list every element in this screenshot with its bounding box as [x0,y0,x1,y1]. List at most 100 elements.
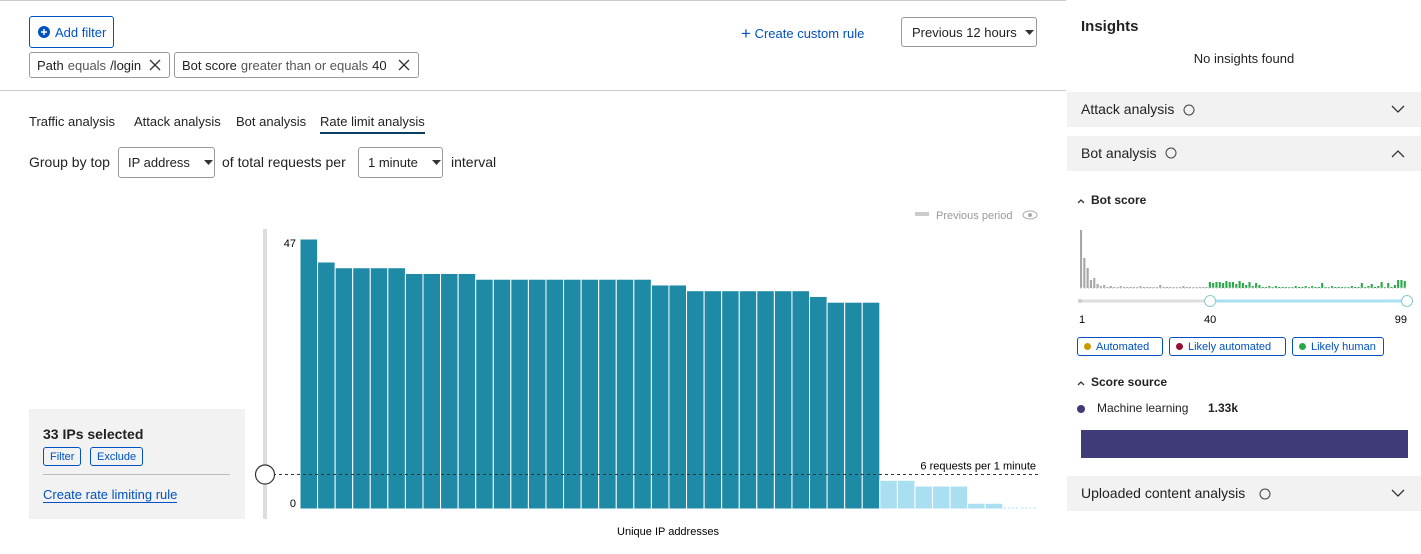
slider-handle[interactable] [1204,295,1217,307]
histogram-bar [1245,285,1248,288]
histogram-bar [1162,287,1165,288]
histogram-bar [1278,287,1281,288]
section-title: Bot analysis [1081,145,1157,161]
bar[interactable] [440,272,459,510]
bar[interactable] [773,290,793,510]
bar[interactable] [598,278,617,510]
bar[interactable] [404,272,424,510]
bar[interactable] [791,290,811,510]
bar[interactable] [756,290,775,510]
tab[interactable]: Traffic analysis [29,114,115,129]
interval-dropdown[interactable]: 1 minute [358,147,443,178]
bar[interactable] [299,238,319,510]
histogram-bar [1142,287,1145,288]
bar[interactable] [352,267,371,510]
add-filter-button[interactable]: Add filter [29,16,114,48]
filter-chip[interactable]: Path equals/login [29,52,170,78]
bar[interactable] [369,267,389,510]
histogram-bar [1390,287,1393,288]
histogram-bar [1248,282,1251,288]
bar[interactable] [826,301,846,510]
bar[interactable] [650,284,670,510]
bar[interactable] [896,479,916,510]
exclude-button[interactable]: Exclude [90,447,144,466]
group-by-middle: of total requests per [222,154,346,170]
bar[interactable] [932,485,951,510]
bar[interactable] [861,301,881,510]
bar[interactable] [949,485,969,510]
histogram-bar [1165,287,1168,288]
chevron-up [1391,150,1405,158]
bar[interactable] [686,290,705,510]
create-custom-rule[interactable]: + Create custom rule [741,23,864,43]
bar[interactable] [563,278,582,510]
bar[interactable] [387,267,406,510]
bar[interactable] [317,261,336,510]
interval-value: 1 minute [368,155,418,170]
create-rate-limiting-rule[interactable]: Create rate limiting rule [43,487,178,503]
bar[interactable] [422,272,442,510]
legend-chip[interactable]: Automated [1077,337,1163,356]
bar[interactable] [668,284,688,510]
score-source-value: 1.33k [1208,401,1239,415]
histogram-bar [1083,258,1086,288]
bar[interactable] [914,485,934,510]
filter-chip[interactable]: Bot score greater than or equals 40 [174,52,419,78]
caret [203,160,213,165]
section-header[interactable]: Attack analysis [1067,92,1421,127]
bar[interactable] [615,278,635,510]
chevron-down [1391,105,1405,113]
bar[interactable] [633,278,652,510]
histogram-bar [1113,287,1116,288]
group-by-suffix: interval [451,154,497,170]
histogram-bar [1281,287,1284,288]
histogram-bar [1357,287,1360,288]
histogram-bar [1241,283,1244,288]
histogram-bar [1119,286,1122,288]
histogram-bar [1231,282,1235,288]
bar[interactable] [334,267,354,510]
threshold-handle[interactable] [254,464,276,485]
histogram-bar [1089,280,1093,288]
bar[interactable] [809,295,828,510]
bar[interactable] [703,290,723,510]
histogram-bar [1397,280,1400,288]
bar[interactable] [545,278,565,510]
bar[interactable] [879,479,898,510]
score-source-name: Machine learning [1097,401,1189,415]
tab[interactable]: Attack analysis [134,114,221,129]
time-range-dropdown[interactable]: Previous 12 hours [901,17,1037,47]
bar[interactable] [984,502,1004,510]
slider-handle[interactable] [1401,295,1413,307]
bar[interactable] [580,278,600,510]
remove-icon[interactable] [149,59,161,71]
histogram-bar [1146,287,1149,288]
chevron-up-small [1077,199,1085,204]
info-icon [1259,488,1271,500]
bar[interactable] [844,301,863,510]
tab[interactable]: Rate limit analysis [320,114,425,134]
histogram-bar [1205,287,1208,288]
histogram-bar [1294,286,1297,288]
tab[interactable]: Bot analysis [236,114,307,129]
legend-chip[interactable]: Likely human [1292,337,1384,356]
create-custom-rule-label: Create custom rule [754,26,865,41]
histogram-bar [1264,287,1268,288]
group-by-field-dropdown[interactable]: IP address [118,147,215,178]
bar[interactable] [721,290,740,510]
bar[interactable] [967,502,986,510]
remove-icon[interactable] [398,59,410,71]
section-header[interactable]: Bot analysis [1067,136,1421,171]
histogram-bar [1337,287,1340,288]
histogram-bar [1314,287,1317,288]
section-header[interactable]: Uploaded content analysis [1067,476,1421,511]
histogram-bar [1189,287,1192,288]
filter-button[interactable]: Filter [43,447,82,466]
bar[interactable] [457,272,477,510]
legend-chip[interactable]: Likely automated [1169,337,1286,356]
bar[interactable] [738,290,758,510]
bot-score-title: Bot score [1091,193,1147,207]
info-icon [1183,104,1195,116]
eye-icon[interactable] [1022,210,1038,220]
